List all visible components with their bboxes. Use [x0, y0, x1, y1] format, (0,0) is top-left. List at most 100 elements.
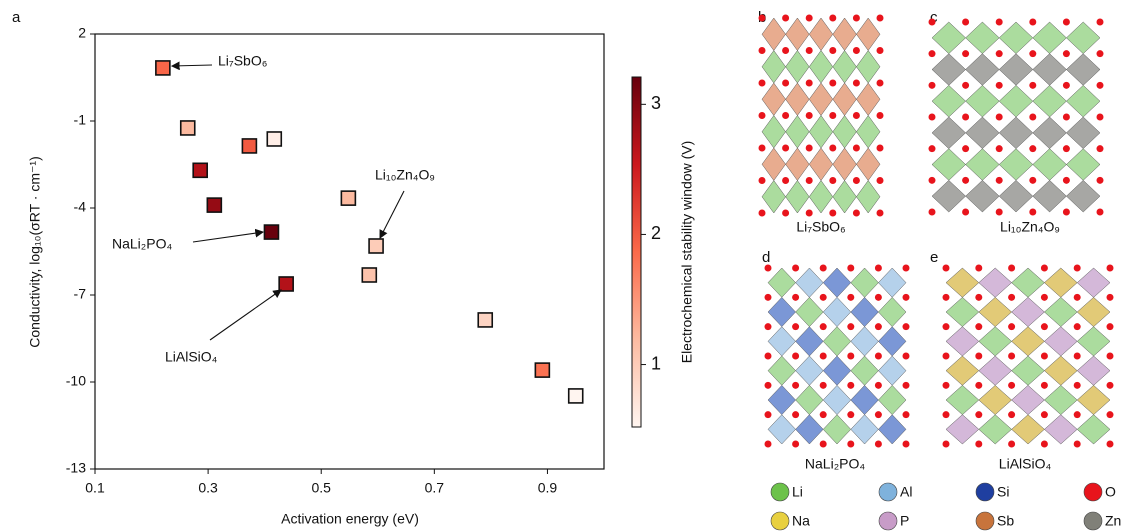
polyhedron: [822, 296, 852, 328]
legend-swatch: [975, 511, 995, 531]
colorbar: [631, 76, 642, 428]
atom: [805, 209, 813, 217]
y-axis-title: Conductivity, log₁₀(σRT · cm⁻¹): [27, 156, 43, 348]
colorbar-tick-label: 3: [651, 93, 661, 113]
atom: [847, 411, 855, 419]
atom: [847, 440, 855, 448]
atom: [995, 145, 1003, 153]
structure-label: NaLi₂PO₄: [805, 456, 865, 472]
atom: [902, 440, 910, 448]
polyhedron: [856, 115, 881, 149]
panel-label: a: [12, 9, 21, 26]
data-point: [206, 197, 223, 213]
atom: [874, 381, 882, 389]
polyhedron: [1032, 84, 1067, 118]
polyhedron: [767, 296, 796, 328]
legend-label: P: [900, 513, 909, 529]
panel-label: e: [930, 249, 938, 266]
atom: [852, 209, 860, 217]
atom: [1096, 50, 1104, 58]
polyhedron: [795, 296, 824, 328]
atom: [962, 208, 970, 216]
atom: [874, 264, 882, 272]
polyhedron: [978, 296, 1012, 328]
polyhedron: [1066, 116, 1101, 150]
atom: [1106, 352, 1114, 360]
atom: [852, 112, 860, 119]
atom: [805, 47, 813, 54]
atom: [792, 411, 800, 419]
legend-swatch: [975, 482, 995, 502]
atom: [1096, 145, 1104, 153]
atom: [928, 113, 936, 121]
polyhedron: [1011, 355, 1045, 386]
atom: [876, 177, 884, 184]
panel-label: c: [930, 9, 938, 26]
legend-label: O: [1105, 484, 1116, 500]
atom: [874, 293, 882, 301]
data-point: [266, 131, 283, 147]
polyhedron: [945, 296, 980, 328]
atom: [1008, 440, 1016, 448]
atom: [975, 381, 983, 389]
y-tick-label: 2: [78, 25, 86, 41]
atom: [852, 79, 860, 87]
atom: [792, 323, 800, 331]
legend-swatch: [878, 482, 898, 502]
atom: [1106, 264, 1114, 272]
atom: [819, 352, 827, 360]
atom: [758, 112, 766, 119]
atom: [942, 323, 950, 331]
polyhedron: [795, 267, 824, 298]
plot-frame: [94, 33, 605, 470]
atom: [995, 176, 1003, 184]
polyhedron: [1011, 296, 1045, 328]
atom: [1008, 411, 1016, 419]
polyhedron: [767, 267, 796, 298]
atom: [902, 381, 910, 389]
polyhedron: [878, 355, 907, 386]
legend-label: Na: [792, 513, 810, 529]
legend-label: Li: [792, 484, 803, 500]
atom: [1096, 18, 1104, 26]
y-tick-label: -10: [66, 373, 86, 389]
polyhedron: [1076, 267, 1111, 298]
atom: [792, 264, 800, 272]
polyhedron: [1011, 384, 1045, 416]
polyhedron: [1032, 179, 1067, 213]
polyhedron: [945, 414, 980, 445]
data-point: [567, 388, 584, 404]
polyhedron: [785, 82, 810, 116]
polyhedron: [785, 147, 810, 181]
polyhedron: [1066, 84, 1101, 118]
polyhedron: [1076, 296, 1111, 328]
polyhedron: [785, 17, 810, 51]
annotation: LiAlSiO₄: [165, 349, 218, 365]
y-tick-label: -4: [74, 199, 87, 215]
atom: [1073, 440, 1081, 448]
atom: [876, 79, 884, 87]
atom: [1073, 381, 1081, 389]
atom: [876, 112, 884, 119]
polyhedron: [1044, 326, 1078, 357]
polyhedron: [965, 21, 1000, 55]
atom: [1029, 145, 1037, 153]
colorbar-tick-label: 2: [651, 223, 661, 243]
y-tick-label: -1: [74, 112, 87, 128]
x-axis-title: Activation energy (eV): [281, 511, 419, 527]
polyhedron: [945, 267, 980, 298]
atom: [847, 352, 855, 360]
polyhedron: [767, 355, 796, 386]
atom: [1106, 293, 1114, 301]
atom: [942, 352, 950, 360]
atom: [942, 381, 950, 389]
atom: [1029, 81, 1037, 89]
annotation: Li₇SbO₆: [218, 53, 267, 69]
polyhedron: [1076, 414, 1111, 445]
x-tick-label: 0.5: [311, 480, 331, 496]
polyhedron: [822, 267, 852, 298]
atom: [1096, 113, 1104, 121]
structure-image: [764, 264, 910, 448]
atom: [1008, 352, 1016, 360]
atom: [902, 293, 910, 301]
